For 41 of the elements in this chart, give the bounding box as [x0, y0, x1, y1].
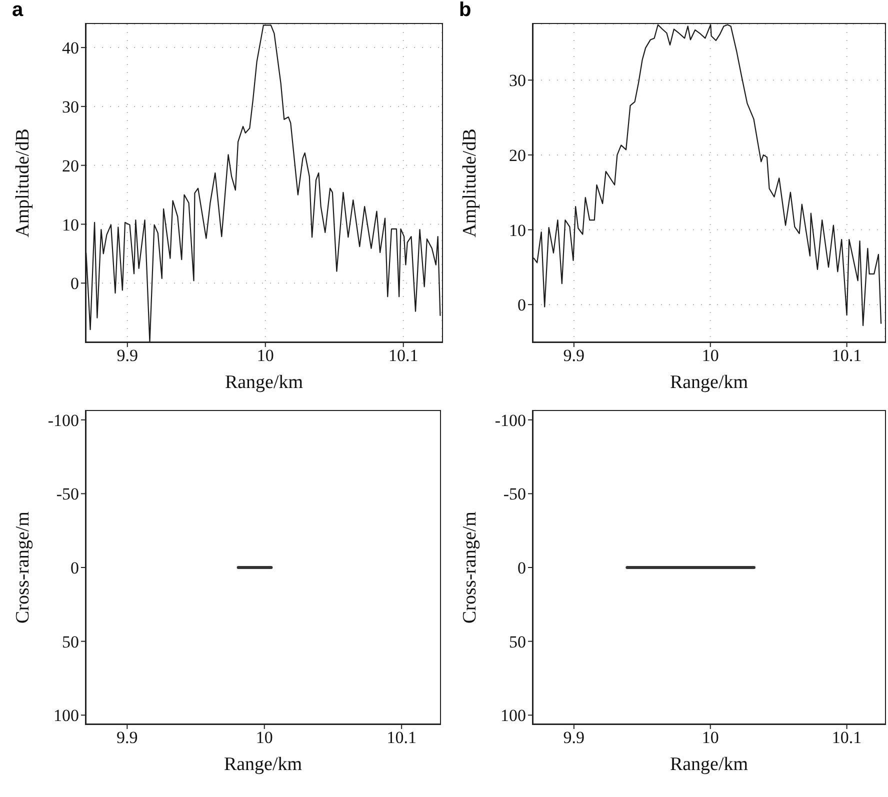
y-tick-label: 0	[518, 558, 526, 578]
y-tick-label: 20	[509, 146, 526, 165]
chart-title: a	[12, 0, 24, 22]
y-axis-title: Amplitude/dB	[460, 128, 481, 238]
y-tick-label: -100	[494, 410, 526, 430]
x-axis-title: Range/km	[670, 372, 748, 393]
y-tick-label: -100	[48, 410, 79, 430]
x-tick-label: 10	[702, 346, 719, 366]
y-tick-label: 0	[518, 296, 526, 315]
y-tick-label: 10	[509, 220, 526, 240]
x-tick-label: 10	[256, 728, 273, 748]
x-tick-label: 9.9	[563, 346, 585, 366]
x-tick-label: 9.9	[563, 728, 585, 748]
x-tick-label: 10.1	[388, 346, 418, 366]
x-axis-title: Range/km	[224, 372, 304, 393]
y-axis-title: Cross-range/m	[12, 511, 34, 624]
x-tick-label: 9.9	[116, 728, 138, 748]
y-tick-label: -50	[503, 484, 526, 504]
x-tick-label: 10.1	[386, 728, 416, 748]
y-tick-label: 100	[500, 706, 526, 726]
x-tick-label: 10	[256, 346, 274, 366]
y-axis-title: Cross-range/m	[460, 511, 481, 624]
y-tick-label: 50	[509, 632, 526, 652]
y-tick-label: 40	[62, 38, 79, 58]
y-tick-label: -50	[56, 484, 79, 504]
y-tick-label: 50	[62, 632, 79, 652]
y-tick-label: 0	[70, 274, 79, 294]
chart-title: b	[459, 0, 472, 22]
y-tick-label: 30	[509, 71, 526, 90]
y-tick-label: 30	[62, 97, 79, 116]
y-tick-label: 100	[54, 706, 79, 726]
x-tick-label: 10.1	[832, 346, 862, 366]
y-axis-title: Amplitude/dB	[12, 128, 34, 238]
x-tick-label: 10.1	[832, 728, 862, 748]
x-tick-label: 9.9	[116, 346, 138, 366]
x-axis-title: Range/km	[224, 754, 302, 775]
y-tick-label: 10	[62, 215, 79, 234]
x-axis-title: Range/km	[670, 754, 748, 775]
y-tick-label: 20	[62, 156, 79, 176]
y-tick-label: 0	[70, 558, 79, 578]
x-tick-label: 10	[702, 728, 719, 748]
